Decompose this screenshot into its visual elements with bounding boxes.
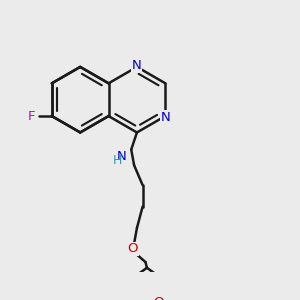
Text: N: N — [116, 150, 126, 163]
Text: O: O — [128, 242, 138, 255]
Text: N: N — [160, 111, 170, 124]
Text: F: F — [28, 110, 36, 123]
Text: H: H — [112, 154, 122, 166]
Text: O: O — [153, 296, 164, 300]
Text: N: N — [132, 59, 142, 72]
